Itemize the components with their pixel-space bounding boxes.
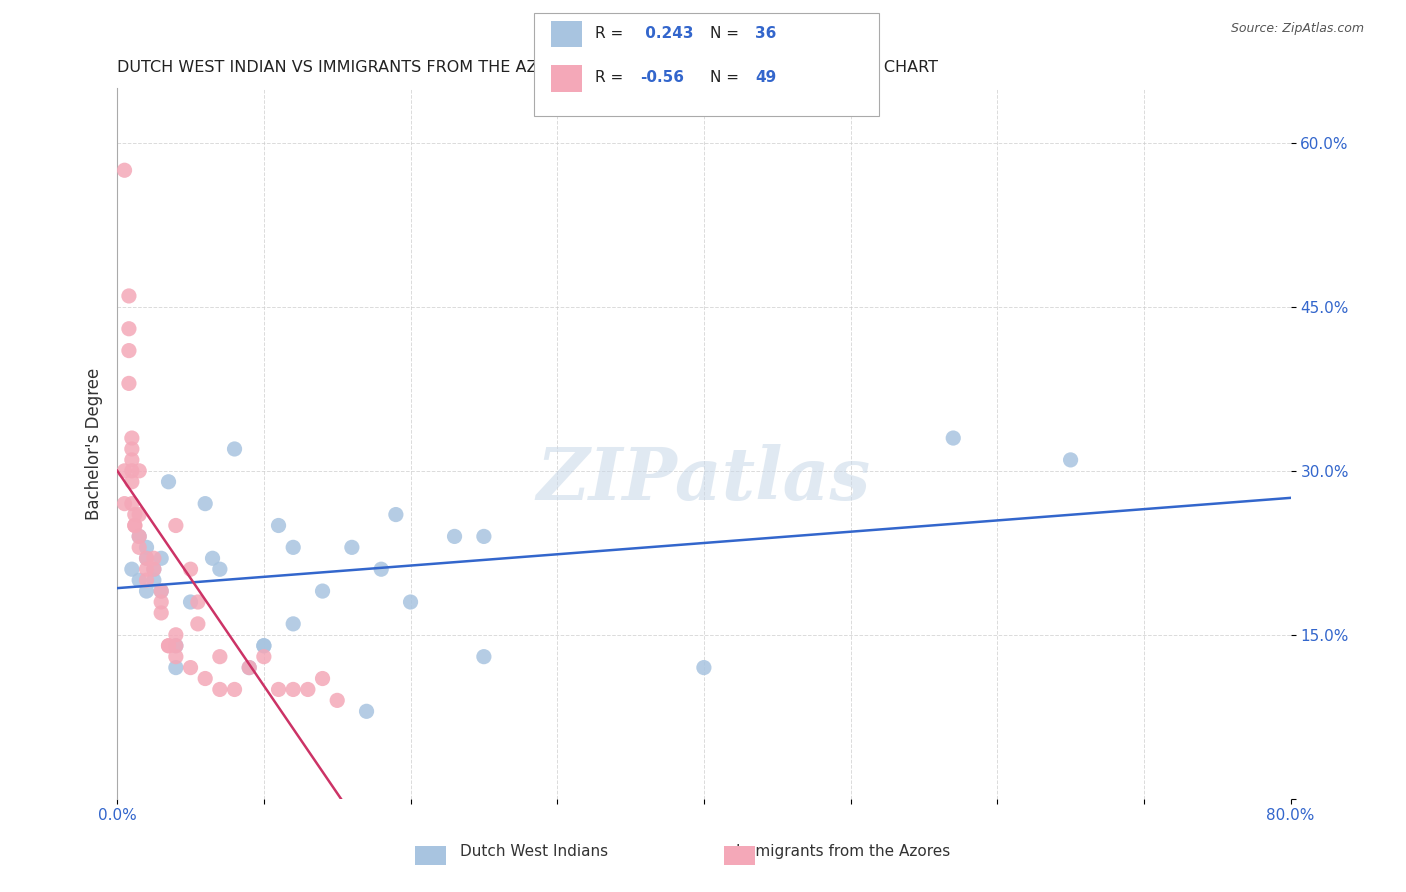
Point bbox=[165, 628, 187, 642]
Point bbox=[165, 639, 187, 653]
Point bbox=[128, 508, 150, 522]
Point bbox=[128, 541, 150, 555]
Point bbox=[124, 518, 146, 533]
Point bbox=[128, 529, 150, 543]
Text: Immigrants from the Azores: Immigrants from the Azores bbox=[737, 845, 950, 859]
Text: R =: R = bbox=[595, 70, 628, 85]
Point bbox=[180, 595, 202, 609]
Point bbox=[121, 475, 143, 489]
Point bbox=[165, 639, 187, 653]
Point bbox=[238, 660, 260, 674]
Point bbox=[114, 464, 136, 478]
Point bbox=[194, 497, 217, 511]
Point bbox=[472, 649, 495, 664]
Point bbox=[157, 475, 180, 489]
Point bbox=[165, 660, 187, 674]
Point bbox=[135, 573, 157, 587]
Point bbox=[194, 672, 217, 686]
Point bbox=[208, 682, 231, 697]
Point bbox=[253, 639, 276, 653]
Point bbox=[224, 682, 246, 697]
Point bbox=[157, 639, 180, 653]
Point bbox=[208, 649, 231, 664]
Point bbox=[370, 562, 392, 576]
Point bbox=[443, 529, 465, 543]
Point bbox=[311, 672, 333, 686]
Point bbox=[135, 551, 157, 566]
Point bbox=[114, 163, 136, 178]
Point bbox=[121, 442, 143, 456]
Text: -0.56: -0.56 bbox=[640, 70, 683, 85]
Point bbox=[693, 660, 716, 674]
Point bbox=[340, 541, 363, 555]
Point bbox=[118, 289, 141, 303]
Point bbox=[238, 660, 260, 674]
Point bbox=[297, 682, 319, 697]
Text: 0.243: 0.243 bbox=[640, 26, 693, 40]
Text: DUTCH WEST INDIAN VS IMMIGRANTS FROM THE AZORES BACHELOR'S DEGREE CORRELATION CH: DUTCH WEST INDIAN VS IMMIGRANTS FROM THE… bbox=[117, 60, 938, 75]
Point bbox=[267, 682, 290, 697]
Point bbox=[124, 518, 146, 533]
Point bbox=[208, 562, 231, 576]
Point bbox=[114, 497, 136, 511]
Point bbox=[356, 704, 378, 718]
Point bbox=[128, 573, 150, 587]
Point bbox=[150, 606, 173, 620]
Point bbox=[472, 529, 495, 543]
Point bbox=[326, 693, 349, 707]
Point bbox=[399, 595, 422, 609]
Text: N =: N = bbox=[710, 70, 744, 85]
Point bbox=[311, 584, 333, 599]
Point bbox=[165, 649, 187, 664]
Point bbox=[253, 639, 276, 653]
Point bbox=[121, 453, 143, 467]
Point bbox=[121, 497, 143, 511]
Text: N =: N = bbox=[710, 26, 744, 40]
Point bbox=[180, 562, 202, 576]
Point bbox=[1059, 453, 1081, 467]
Text: 36: 36 bbox=[755, 26, 776, 40]
Point bbox=[283, 541, 305, 555]
Point bbox=[121, 431, 143, 445]
Point bbox=[121, 562, 143, 576]
Point bbox=[118, 376, 141, 391]
Point bbox=[942, 431, 965, 445]
Point bbox=[128, 529, 150, 543]
Point bbox=[224, 442, 246, 456]
Point bbox=[118, 343, 141, 358]
Text: ZIPatlas: ZIPatlas bbox=[537, 443, 870, 515]
Text: 49: 49 bbox=[755, 70, 776, 85]
Point bbox=[253, 649, 276, 664]
Point bbox=[283, 616, 305, 631]
Point bbox=[142, 562, 165, 576]
Point bbox=[135, 551, 157, 566]
Point bbox=[150, 584, 173, 599]
Point bbox=[187, 595, 209, 609]
Point bbox=[150, 584, 173, 599]
Point bbox=[150, 551, 173, 566]
Point bbox=[201, 551, 224, 566]
Point bbox=[124, 508, 146, 522]
Point bbox=[135, 584, 157, 599]
Y-axis label: Bachelor's Degree: Bachelor's Degree bbox=[86, 368, 103, 520]
Point bbox=[187, 616, 209, 631]
Text: Source: ZipAtlas.com: Source: ZipAtlas.com bbox=[1230, 22, 1364, 36]
Point bbox=[121, 464, 143, 478]
Point bbox=[142, 573, 165, 587]
Point bbox=[135, 562, 157, 576]
Point bbox=[142, 562, 165, 576]
Text: R =: R = bbox=[595, 26, 628, 40]
Point bbox=[385, 508, 408, 522]
Point bbox=[118, 322, 141, 336]
Point bbox=[135, 541, 157, 555]
Point bbox=[283, 682, 305, 697]
Point bbox=[128, 464, 150, 478]
Point bbox=[142, 551, 165, 566]
Point bbox=[150, 595, 173, 609]
Text: Dutch West Indians: Dutch West Indians bbox=[460, 845, 609, 859]
Point bbox=[165, 518, 187, 533]
Point bbox=[157, 639, 180, 653]
Point bbox=[180, 660, 202, 674]
Point bbox=[267, 518, 290, 533]
